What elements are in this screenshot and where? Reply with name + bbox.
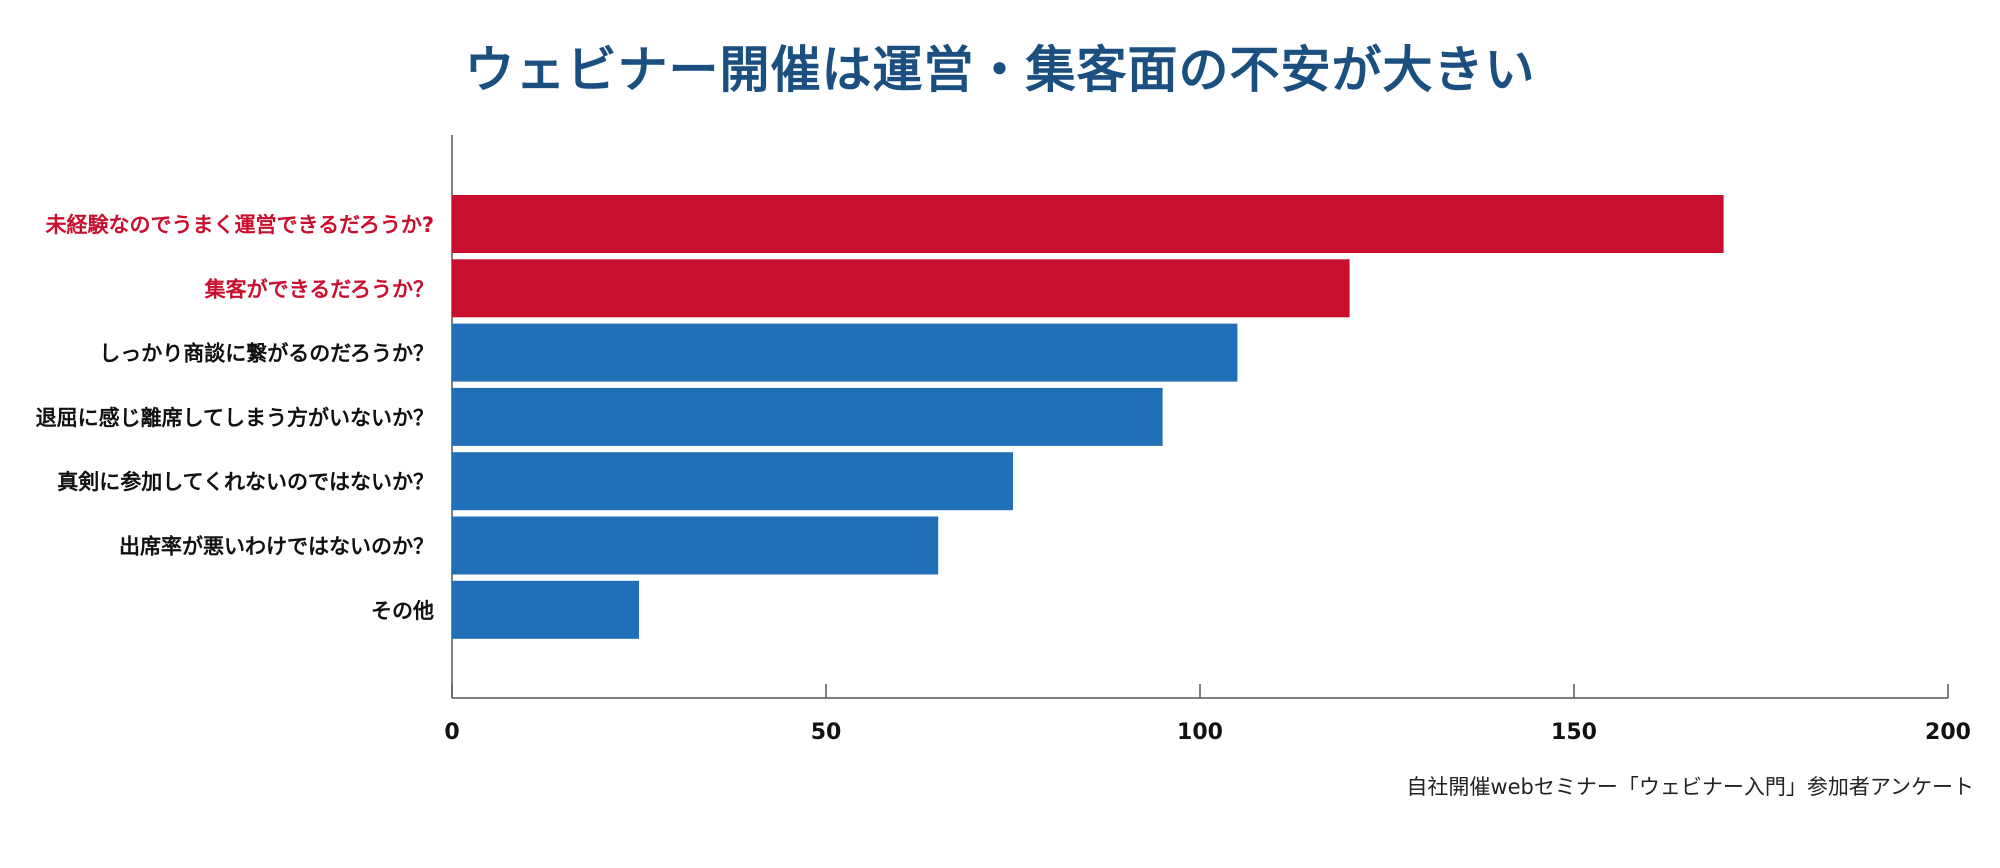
bar [452, 516, 939, 575]
x-tick-label: 200 [1925, 720, 1971, 745]
bar [452, 323, 1238, 382]
category-label: 出席率が悪いわけではないのか？ [119, 535, 434, 559]
category-label: 未経験なのでうまく運営できるだろうか? [46, 213, 435, 237]
category-label: 真剣に参加してくれないのではないか？ [57, 470, 434, 494]
category-label: その他 [371, 599, 434, 623]
x-tick-label: 100 [1177, 720, 1223, 745]
bar [452, 452, 1013, 511]
category-label: 集客ができるだろうか？ [204, 277, 434, 301]
category-label: 退屈に感じ離席してしまう方がいないか？ [36, 406, 434, 430]
bar [452, 580, 639, 639]
bar [452, 195, 1724, 253]
x-tick-label: 150 [1551, 720, 1597, 745]
source-note: 自社開催webセミナー「ウェビナー入門」参加者アンケート [1406, 775, 1974, 799]
x-tick-label: 0 [444, 720, 459, 745]
x-tick-label: 50 [811, 720, 842, 745]
category-label: しっかり商談に繋がるのだろうか？ [99, 342, 434, 366]
bar [452, 387, 1163, 446]
bar [452, 259, 1350, 318]
chart-title: ウェビナー開催は運営・集客面の不安が大きい [464, 41, 1536, 99]
